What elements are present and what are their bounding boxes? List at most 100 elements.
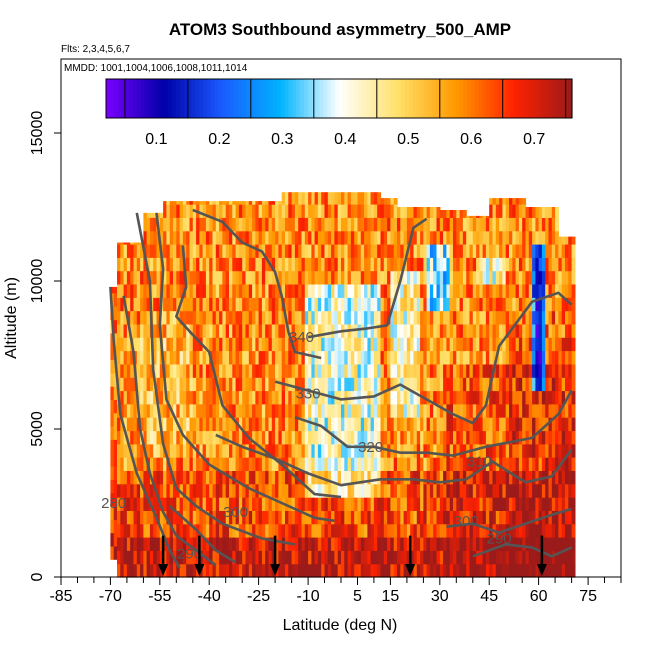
- heatmap-cell: [393, 430, 398, 445]
- heatmap-cell: [476, 443, 480, 458]
- heatmap-cell: [248, 204, 253, 218]
- heatmap-cell: [462, 270, 467, 285]
- heatmap-cell: [146, 483, 151, 498]
- heatmap-cell: [235, 470, 240, 485]
- heatmap-cell: [499, 310, 503, 325]
- heatmap-cell: [229, 537, 233, 551]
- heatmap-cell: [268, 497, 273, 511]
- heatmap-cell: [495, 310, 500, 325]
- heatmap-cell: [423, 523, 428, 538]
- heatmap-cell: [327, 284, 332, 298]
- heatmap-cell: [166, 284, 171, 298]
- heatmap-cell: [509, 257, 513, 272]
- heatmap-cell: [354, 510, 359, 525]
- heatmap-cell: [456, 230, 461, 245]
- heatmap-cell: [314, 257, 319, 272]
- heatmap-cell: [485, 284, 490, 298]
- heatmap-cell: [215, 297, 220, 312]
- heatmap-cell: [453, 297, 457, 312]
- heatmap-cell: [439, 377, 444, 392]
- heatmap-cell: [136, 363, 141, 378]
- heatmap-cell: [245, 363, 250, 378]
- heatmap-cell: [308, 430, 312, 445]
- heatmap-cell: [568, 430, 573, 445]
- heatmap-cell: [350, 523, 355, 538]
- heatmap-cell: [186, 497, 191, 511]
- heatmap-cell: [485, 310, 490, 325]
- heatmap-cell: [242, 297, 247, 312]
- heatmap-cell: [426, 417, 431, 432]
- heatmap-cell: [149, 377, 154, 392]
- heatmap-cell: [403, 523, 408, 538]
- heatmap-cell: [495, 550, 500, 565]
- heatmap-cell: [426, 207, 431, 218]
- heatmap-cell: [308, 350, 312, 365]
- colorbar-swatch: [253, 79, 259, 118]
- heatmap-cell: [120, 244, 125, 258]
- heatmap-cell: [113, 292, 118, 307]
- heatmap-cell: [209, 363, 214, 378]
- heatmap-cell: [551, 470, 556, 485]
- heatmap-cell: [149, 457, 154, 471]
- heatmap-cell: [571, 550, 576, 565]
- heatmap-cell: [146, 257, 151, 272]
- heatmap-cell: [331, 417, 335, 432]
- heatmap-cell: [548, 297, 553, 312]
- heatmap-cell: [229, 257, 233, 272]
- heatmap-cell: [265, 310, 270, 325]
- heatmap-cell: [548, 323, 553, 338]
- heatmap-cell: [525, 217, 530, 232]
- heatmap-cell: [532, 443, 536, 458]
- heatmap-cell: [308, 323, 312, 338]
- heatmap-cell: [462, 350, 467, 365]
- heatmap-cell: [380, 523, 385, 538]
- heatmap-cell: [311, 443, 316, 458]
- heatmap-cell: [515, 403, 520, 418]
- heatmap-cell: [117, 310, 121, 325]
- heatmap-cell: [518, 483, 523, 498]
- heatmap-cell: [518, 204, 523, 218]
- heatmap-cell: [364, 550, 368, 565]
- heatmap-cell: [324, 510, 329, 525]
- heatmap-cell: [423, 470, 428, 485]
- heatmap-cell: [400, 470, 405, 485]
- heatmap-cell: [357, 537, 362, 551]
- heatmap-cell: [288, 350, 293, 365]
- heatmap-cell: [469, 537, 474, 551]
- heatmap-cell: [397, 207, 401, 218]
- heatmap-cell: [265, 443, 270, 458]
- heatmap-cell: [192, 523, 197, 538]
- heatmap-cell: [238, 337, 243, 352]
- heatmap-cell: [492, 350, 497, 365]
- heatmap-cell: [308, 537, 312, 551]
- heatmap-cell: [518, 284, 523, 298]
- heatmap-cell: [235, 550, 240, 565]
- heatmap-cell: [258, 417, 263, 432]
- colorbar-swatch: [525, 79, 530, 118]
- colorbar-swatch: [490, 79, 495, 118]
- heatmap-cell: [565, 510, 569, 525]
- heatmap-cell: [357, 230, 362, 245]
- heatmap-cell: [245, 270, 250, 285]
- heatmap-cell: [238, 297, 243, 312]
- heatmap-cell: [163, 457, 167, 471]
- heatmap-cell: [423, 217, 428, 232]
- heatmap-cell: [420, 377, 424, 392]
- heatmap-cell: [235, 403, 240, 418]
- heatmap-cell: [238, 390, 243, 405]
- heatmap-cell: [541, 217, 546, 232]
- heatmap-cell: [189, 430, 194, 445]
- heatmap-cell: [505, 217, 510, 232]
- heatmap-cell: [327, 537, 332, 551]
- heatmap-cell: [509, 198, 513, 205]
- heatmap-cell: [472, 403, 477, 418]
- heatmap-cell: [512, 523, 517, 538]
- heatmap-cell: [548, 244, 553, 258]
- heatmap-cell: [146, 390, 151, 405]
- heatmap-cell: [459, 390, 464, 405]
- heatmap-cell: [397, 270, 401, 285]
- heatmap-cell: [130, 297, 135, 312]
- heatmap-cell: [133, 470, 138, 485]
- heatmap-cell: [212, 390, 217, 405]
